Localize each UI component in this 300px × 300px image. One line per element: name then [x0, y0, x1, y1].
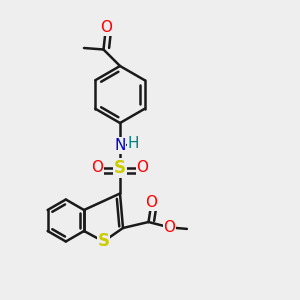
Text: O: O [164, 220, 175, 235]
Text: O: O [100, 20, 112, 35]
Text: S: S [98, 232, 110, 250]
Text: N: N [114, 138, 126, 153]
Text: O: O [146, 195, 158, 210]
Text: O: O [136, 160, 148, 175]
Text: H: H [128, 136, 139, 152]
Text: S: S [114, 159, 126, 177]
Text: O: O [92, 160, 104, 175]
